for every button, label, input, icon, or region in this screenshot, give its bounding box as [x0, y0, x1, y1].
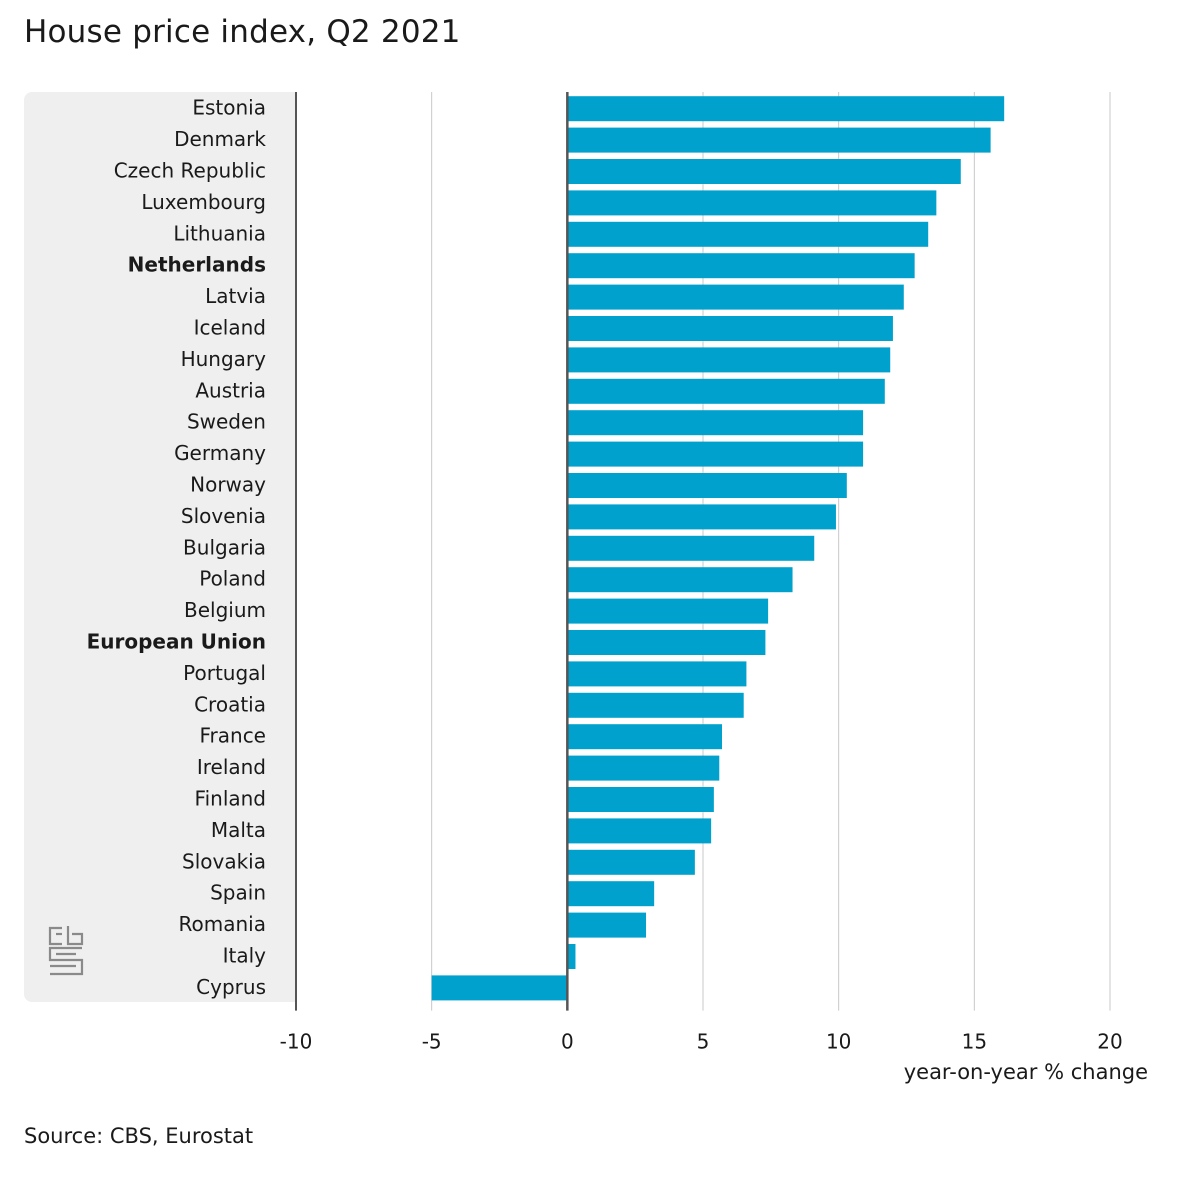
bar-germany	[567, 441, 864, 467]
source-note: Source: CBS, Eurostat	[24, 1124, 254, 1148]
category-label: France	[199, 724, 266, 748]
category-label: European Union	[87, 630, 266, 654]
cbs-logo-icon	[46, 924, 86, 982]
bar-chart: Estonia Denmark Czech Republic Luxembourg Li…	[87, 92, 1123, 1054]
category-label: Lithuania	[173, 221, 266, 245]
bar-european-union	[567, 630, 766, 655]
category-label: Netherlands	[128, 253, 266, 277]
bar-sweden	[567, 410, 864, 436]
bar-france	[567, 724, 722, 750]
category-label: Hungary	[181, 347, 267, 371]
bar-poland	[567, 567, 793, 593]
category-label: Poland	[199, 567, 266, 591]
category-label: Czech Republic	[114, 159, 266, 183]
bar-bulgaria	[567, 535, 815, 561]
category-label: Slovakia	[182, 849, 266, 873]
bar-estonia	[567, 96, 1005, 122]
category-label: Iceland	[194, 316, 266, 340]
category-label: Malta	[211, 818, 266, 842]
bar-norway	[567, 473, 847, 498]
bar-croatia	[567, 692, 744, 718]
category-label-panel	[24, 92, 296, 1002]
bar-austria	[567, 378, 885, 404]
category-label: Spain	[210, 881, 266, 905]
category-label: Cyprus	[196, 975, 266, 999]
bar-iceland	[567, 316, 893, 341]
category-label: Croatia	[194, 692, 266, 716]
category-label: Ireland	[197, 755, 266, 779]
category-label: Slovenia	[181, 504, 266, 528]
category-label: Norway	[190, 473, 266, 497]
bar-denmark	[567, 127, 991, 153]
bar-lithuania	[567, 221, 929, 247]
category-label: Finland	[195, 787, 266, 811]
bar-slovenia	[567, 504, 836, 530]
bar-spain	[567, 881, 655, 907]
bar-czech-republic	[567, 159, 961, 184]
bar-cyprus	[431, 975, 568, 1001]
category-label: Luxembourg	[141, 190, 266, 214]
bar-belgium	[567, 598, 769, 624]
bar-malta	[567, 818, 712, 844]
category-label: Sweden	[187, 410, 266, 434]
x-axis-title: year-on-year % change	[903, 1060, 1148, 1084]
bar-latvia	[567, 284, 904, 310]
bar-romania	[567, 912, 647, 938]
category-label: Italy	[223, 944, 267, 968]
category-label: Austria	[195, 378, 266, 402]
category-label: Denmark	[174, 127, 266, 151]
bar-hungary	[567, 347, 891, 373]
bar-slovakia	[567, 849, 695, 875]
x-tick-label: 5	[697, 1030, 710, 1054]
x-tick-label: -10	[280, 1030, 313, 1054]
bar-finland	[567, 787, 714, 812]
bar-netherlands	[567, 253, 915, 279]
category-label: Belgium	[184, 598, 266, 622]
bar-italy	[567, 944, 576, 969]
bar-luxembourg	[567, 190, 937, 216]
category-label: Bulgaria	[183, 535, 266, 559]
x-tick-label: 15	[962, 1030, 987, 1054]
bar-portugal	[567, 661, 747, 687]
x-tick-label: 20	[1097, 1030, 1122, 1054]
category-label: Portugal	[183, 661, 266, 685]
chart-title: House price index, Q2 2021	[24, 14, 461, 50]
category-label: Romania	[179, 912, 266, 936]
bar-ireland	[567, 755, 720, 781]
x-tick-label: -5	[422, 1030, 442, 1054]
category-label: Latvia	[205, 284, 266, 308]
x-tick-label: 10	[826, 1030, 851, 1054]
category-label: Germany	[174, 441, 266, 465]
category-label: Estonia	[192, 96, 266, 120]
x-tick-label: 0	[561, 1030, 574, 1054]
